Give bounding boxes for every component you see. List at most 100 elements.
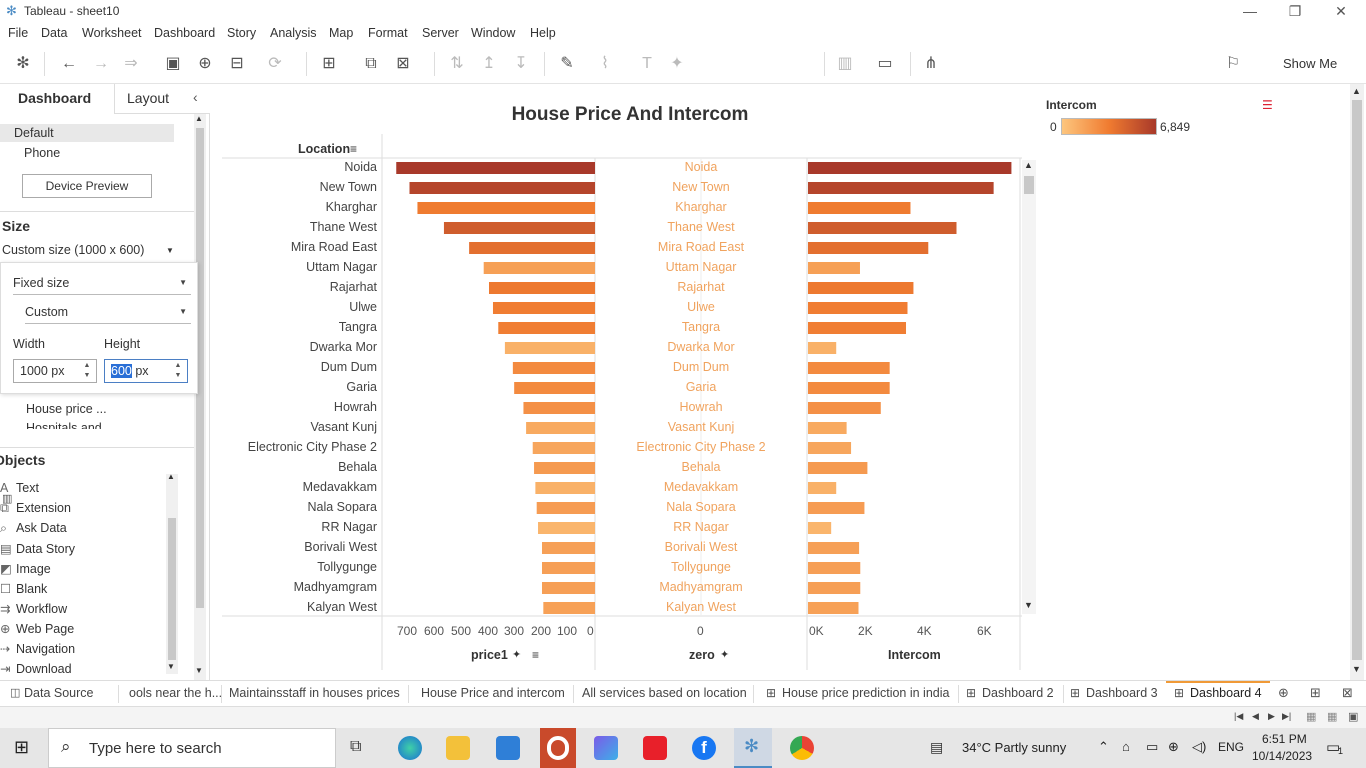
object-ask-data[interactable]: ⌕ Ask Data (0, 521, 67, 536)
replay-icon[interactable]: ⇒ (124, 55, 138, 72)
edge-icon[interactable] (398, 736, 422, 760)
zero-mark-label[interactable]: Behala (681, 460, 721, 474)
new-data-source-icon[interactable]: ⊕ (198, 55, 212, 72)
location-label[interactable]: Vasant Kunj (310, 420, 377, 434)
sort-icon[interactable]: ≡ (350, 142, 358, 156)
location-label[interactable]: Thane West (309, 220, 377, 234)
chart-scrollbar[interactable]: ▲ ▼ (1022, 160, 1036, 614)
price-bar[interactable] (469, 242, 595, 254)
undo-icon[interactable]: ← (61, 55, 77, 72)
price-axis-title[interactable]: price1 (471, 648, 508, 662)
menu-window[interactable]: Window (471, 26, 516, 40)
redo-icon[interactable]: → (93, 55, 109, 72)
zero-mark-label[interactable]: Kalyan West (666, 600, 736, 614)
zero-mark-label[interactable]: Borivali West (664, 540, 738, 554)
tab-house-price-intercom[interactable]: House Price and intercom (421, 686, 565, 700)
main-scrollbar-thumb[interactable] (1352, 100, 1362, 660)
main-scrollbar[interactable]: ▲ ▼ (1350, 84, 1364, 680)
tray-expand-icon[interactable]: ⌃ (1098, 739, 1109, 754)
battery-icon[interactable]: ▭ (1146, 739, 1159, 754)
object-navigation[interactable]: ⇢ Navigation (0, 641, 75, 656)
notification-icon[interactable]: ▭ (1326, 739, 1341, 756)
location-label[interactable]: Nala Sopara (307, 500, 378, 514)
intercom-bar[interactable] (808, 382, 890, 394)
tableau-taskbar-slot[interactable]: ✻ (734, 728, 772, 768)
price-bar[interactable] (523, 402, 595, 414)
price-bar[interactable] (504, 342, 595, 354)
intercom-bar[interactable] (808, 242, 929, 254)
object-text[interactable]: A Text (0, 481, 39, 495)
intercom-bar[interactable] (808, 442, 852, 454)
location-label[interactable]: Garia (346, 380, 377, 394)
location-label[interactable]: Medavakkam (302, 480, 377, 494)
price-bar[interactable] (543, 602, 595, 614)
zero-mark-label[interactable]: RR Nagar (673, 520, 729, 534)
minimize-icon[interactable]: — (1243, 3, 1257, 19)
price-bar[interactable] (542, 582, 595, 594)
menu-help[interactable]: Help (530, 26, 556, 40)
intercom-bar[interactable] (808, 282, 914, 294)
location-label[interactable]: Kalyan West (307, 600, 377, 614)
zero-mark-label[interactable]: Uttam Nagar (665, 260, 737, 274)
task-view-icon[interactable]: ⧉ (350, 738, 362, 755)
scroll-up-icon[interactable]: ▲ (1024, 160, 1033, 170)
weather-icon[interactable]: ▤ (930, 739, 944, 755)
scroll-up-icon[interactable]: ▲ (1352, 86, 1361, 96)
zero-mark-label[interactable]: Electronic City Phase 2 (636, 440, 766, 454)
pause-updates-icon[interactable]: ⊟ (230, 55, 244, 72)
show-me-button[interactable]: Show Me (1283, 56, 1338, 71)
object-web-page[interactable]: ⊕ Web Page (0, 621, 74, 636)
pin-icon[interactable]: ✦ (670, 55, 684, 72)
intercom-bar[interactable] (808, 522, 832, 534)
objects-scrollbar[interactable]: ▲ ▼ (166, 472, 178, 674)
zero-mark-label[interactable]: Vasant Kunj (667, 420, 735, 434)
price-bar[interactable] (417, 202, 595, 214)
device-phone[interactable]: Phone (24, 146, 61, 160)
object-data-story[interactable]: ▤ Data Story (0, 541, 75, 556)
language-indicator[interactable]: ENG (1218, 740, 1245, 754)
price-bar[interactable] (512, 362, 595, 374)
show-cards-icon[interactable]: ▥ (837, 55, 853, 72)
location-label[interactable]: Borivali West (304, 540, 377, 554)
size-dropdown[interactable]: Custom size (1000 x 600) (2, 243, 145, 257)
width-input[interactable]: 1000 px ▲ ▼ (13, 359, 97, 383)
height-input[interactable]: 600 px ▲ ▼ (104, 359, 188, 383)
zero-mark-label[interactable]: Kharghar (675, 200, 727, 214)
clock-time[interactable]: 6:51 PM (1262, 732, 1307, 746)
price-bar[interactable] (538, 522, 595, 534)
mail-icon[interactable] (496, 736, 520, 760)
scroll-up-icon[interactable]: ▲ (195, 114, 203, 123)
copilot-icon[interactable] (594, 736, 618, 760)
sheet-sorter-icon[interactable]: ▦ (1327, 711, 1338, 723)
location-label[interactable]: Tollygunge (317, 560, 377, 574)
location-label[interactable]: Tangra (338, 320, 377, 334)
labels-icon[interactable]: T (642, 55, 652, 72)
size-preset-dropdown[interactable]: Custom ▼ (25, 302, 191, 324)
opera-taskbar-slot[interactable] (540, 728, 576, 768)
network-device-icon[interactable]: ⌂ (1122, 739, 1130, 754)
location-label[interactable]: Dwarka Mor (309, 340, 377, 354)
zero-mark-label[interactable]: Rajarhat (677, 280, 725, 294)
new-sheet-icon[interactable]: ⊞ (322, 55, 336, 72)
intercom-bar[interactable] (808, 322, 907, 334)
location-label[interactable]: Kharghar (325, 200, 377, 214)
scroll-down-icon[interactable]: ▼ (1024, 600, 1033, 610)
tab-house-price-prediction[interactable]: House price prediction in india (782, 686, 950, 700)
chrome-icon[interactable] (790, 736, 814, 760)
first-tab-icon[interactable]: |◀ (1234, 711, 1244, 721)
device-default[interactable]: Default (0, 124, 174, 142)
menu-map[interactable]: Map (329, 26, 354, 40)
menu-server[interactable]: Server (422, 26, 459, 40)
intercom-bar[interactable] (808, 542, 860, 554)
intercom-bar[interactable] (808, 562, 861, 574)
intercom-axis-title[interactable]: Intercom (888, 648, 941, 662)
last-tab-icon[interactable]: ▶| (1282, 711, 1292, 721)
stepper-icon[interactable]: ▲ ▼ (83, 362, 91, 379)
scroll-down-icon[interactable]: ▼ (167, 662, 175, 671)
tableau-home-icon[interactable]: ✻ (16, 55, 30, 72)
price-bar[interactable] (534, 462, 595, 474)
windows-start-icon[interactable]: ⊞ (14, 737, 30, 757)
tab-schools[interactable]: ools near the h... (129, 686, 223, 700)
clear-icon[interactable]: ⊠ (396, 55, 410, 72)
new-story-icon[interactable]: ⊠ (1342, 685, 1353, 700)
